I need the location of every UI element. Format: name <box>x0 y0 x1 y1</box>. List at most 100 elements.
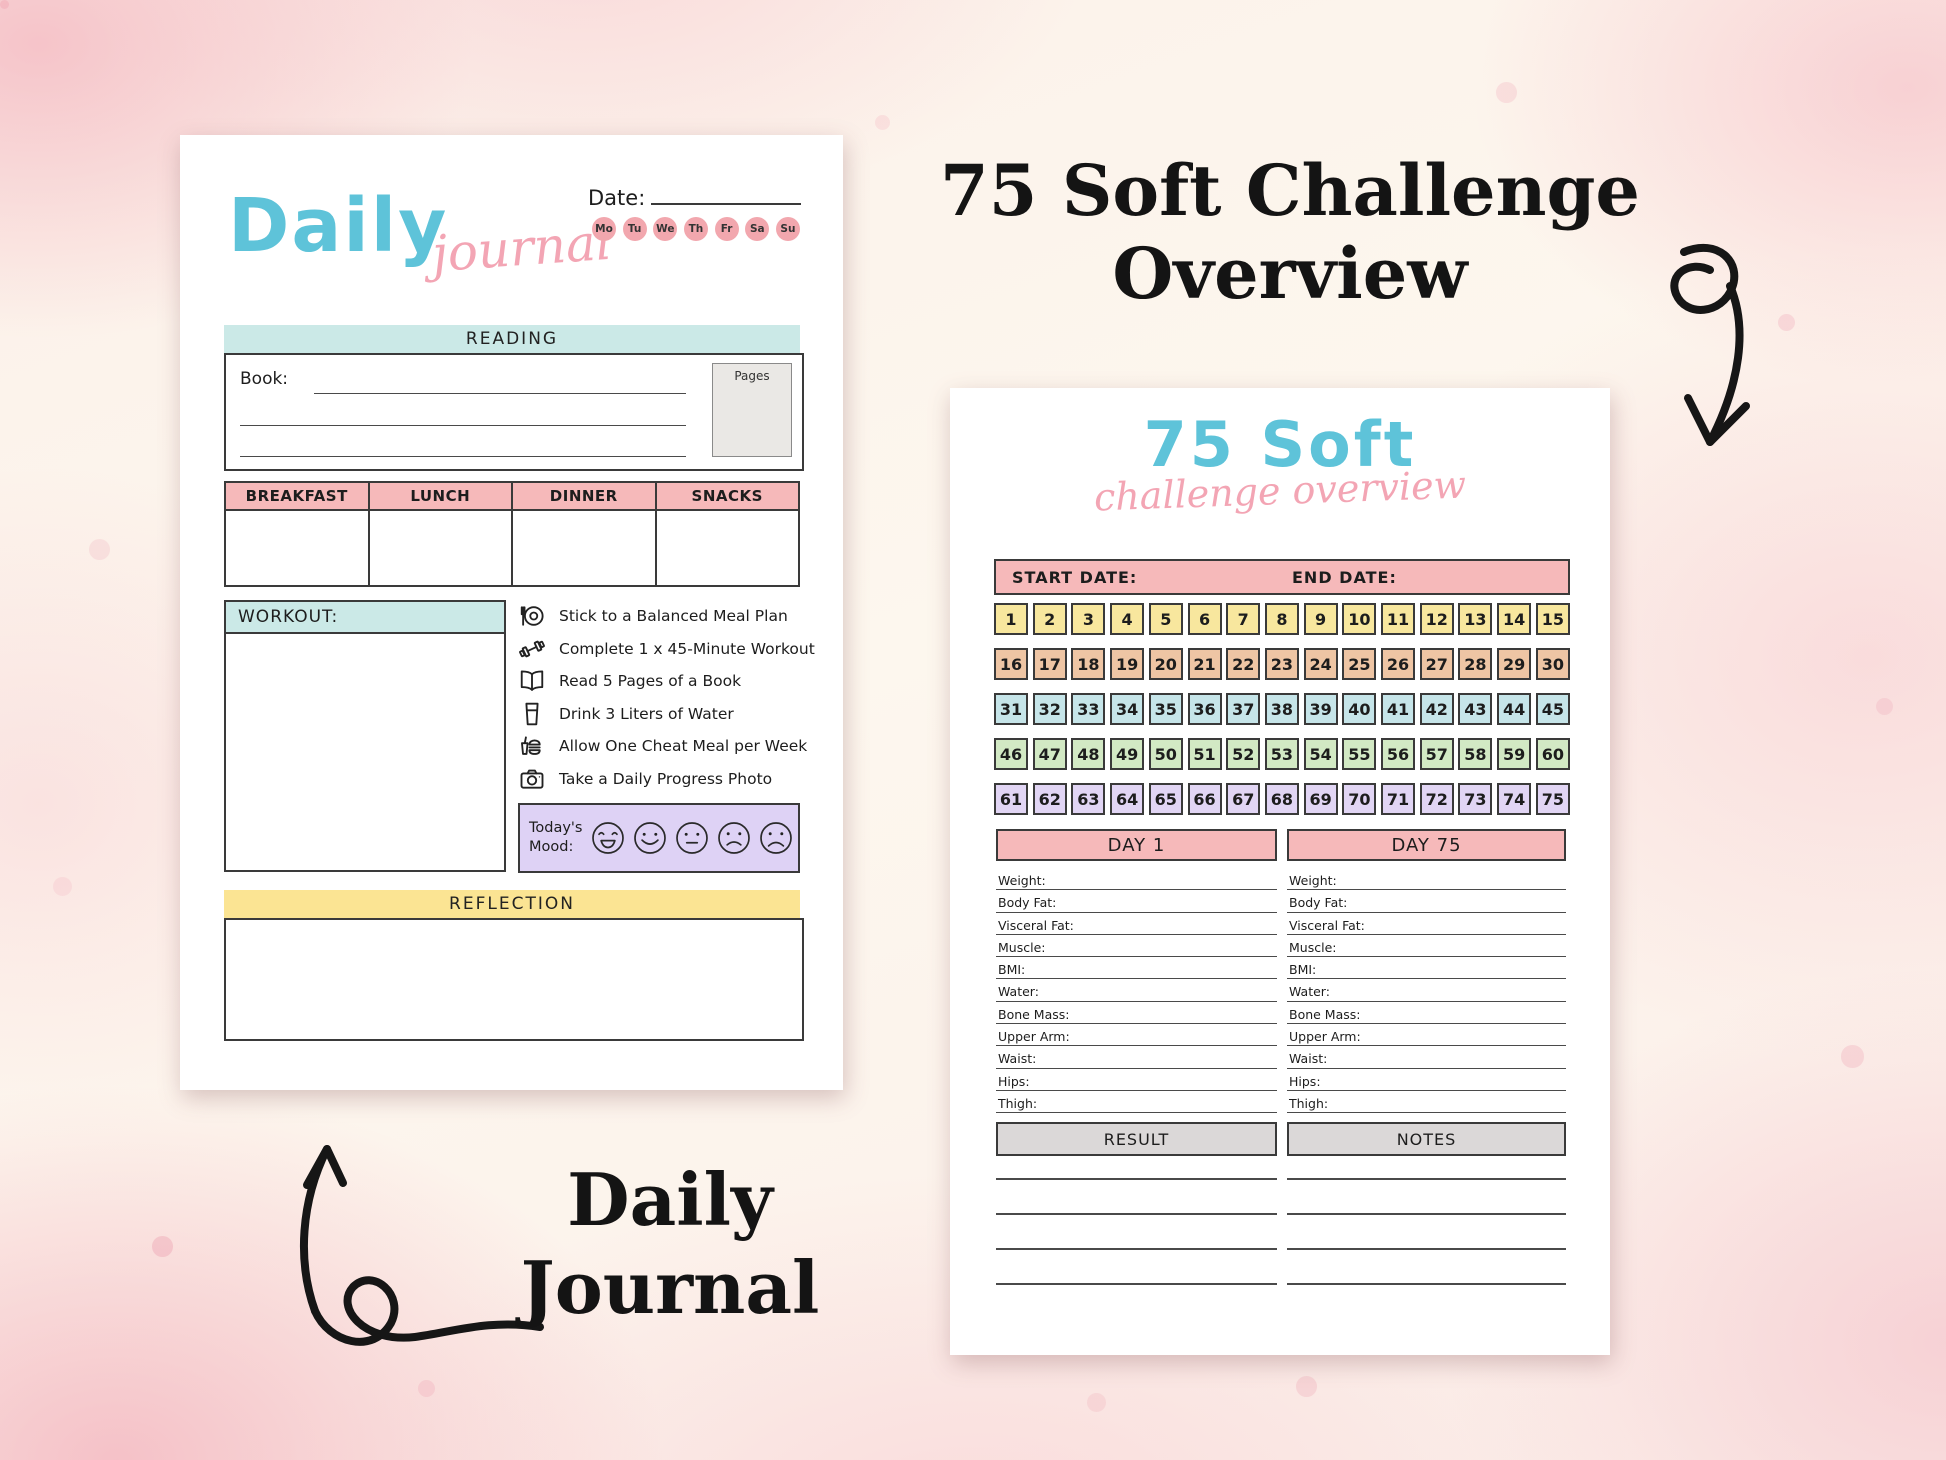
day-cell-55[interactable]: 55 <box>1342 738 1377 770</box>
day-cell-43[interactable]: 43 <box>1458 693 1493 725</box>
day-cell-1[interactable]: 1 <box>994 603 1028 635</box>
day-cell-45[interactable]: 45 <box>1535 693 1570 725</box>
notes-write-line[interactable] <box>1287 1145 1566 1180</box>
day-cell-74[interactable]: 74 <box>1497 783 1532 815</box>
day-cell-41[interactable]: 41 <box>1381 693 1416 725</box>
day75-field-hips[interactable]: Hips: <box>1287 1069 1566 1091</box>
day-cell-59[interactable]: 59 <box>1497 738 1532 770</box>
day1-field-visceralfat[interactable]: Visceral Fat: <box>996 913 1277 935</box>
meal-write-cell-dinner[interactable] <box>513 511 657 585</box>
day-cell-16[interactable]: 16 <box>994 648 1028 680</box>
day-cell-49[interactable]: 49 <box>1110 738 1145 770</box>
day-circle-tu[interactable]: Tu <box>622 217 647 241</box>
day-cell-46[interactable]: 46 <box>994 738 1028 770</box>
day-cell-21[interactable]: 21 <box>1187 648 1222 680</box>
day1-field-bmi[interactable]: BMI: <box>996 957 1277 980</box>
day-cell-22[interactable]: 22 <box>1226 648 1261 680</box>
day-cell-12[interactable]: 12 <box>1419 603 1454 635</box>
day1-field-hips[interactable]: Hips: <box>996 1069 1277 1091</box>
day-circle-th[interactable]: Th <box>683 217 708 241</box>
checklist-item[interactable]: Read 5 Pages of a Book <box>518 665 810 698</box>
day-cell-72[interactable]: 72 <box>1419 783 1454 815</box>
result-write-line[interactable] <box>996 1215 1277 1250</box>
day1-field-bodyfat[interactable]: Body Fat: <box>996 890 1277 913</box>
day-cell-58[interactable]: 58 <box>1458 738 1493 770</box>
day-cell-25[interactable]: 25 <box>1342 648 1377 680</box>
day75-field-muscle[interactable]: Muscle: <box>1287 935 1566 958</box>
day-cell-37[interactable]: 37 <box>1226 693 1261 725</box>
day-cell-65[interactable]: 65 <box>1148 783 1183 815</box>
day-cell-44[interactable]: 44 <box>1497 693 1532 725</box>
mood-face-smiling-icon[interactable] <box>631 819 669 857</box>
day75-field-visceralfat[interactable]: Visceral Fat: <box>1287 913 1566 935</box>
day-circle-sa[interactable]: Sa <box>745 217 770 241</box>
day1-field-water[interactable]: Water: <box>996 979 1277 1002</box>
mood-face-sad-icon[interactable] <box>715 819 753 857</box>
day1-field-thigh[interactable]: Thigh: <box>996 1091 1277 1114</box>
day-cell-30[interactable]: 30 <box>1535 648 1570 680</box>
day75-field-bmi[interactable]: BMI: <box>1287 957 1566 980</box>
day-cell-10[interactable]: 10 <box>1342 603 1377 635</box>
day-cell-75[interactable]: 75 <box>1535 783 1570 815</box>
day-cell-61[interactable]: 61 <box>994 783 1028 815</box>
day-cell-52[interactable]: 52 <box>1226 738 1261 770</box>
day-circle-we[interactable]: We <box>653 217 678 241</box>
day-cell-33[interactable]: 33 <box>1071 693 1106 725</box>
day-cell-42[interactable]: 42 <box>1419 693 1454 725</box>
day-cell-36[interactable]: 36 <box>1187 693 1222 725</box>
reading-write-line[interactable] <box>240 395 686 426</box>
checklist-item[interactable]: Stick to a Balanced Meal Plan <box>518 600 810 633</box>
day-cell-60[interactable]: 60 <box>1535 738 1570 770</box>
day-cell-15[interactable]: 15 <box>1535 603 1570 635</box>
meal-write-cell-breakfast[interactable] <box>226 511 370 585</box>
day-cell-62[interactable]: 62 <box>1032 783 1067 815</box>
day75-field-waist[interactable]: Waist: <box>1287 1046 1566 1069</box>
day1-field-muscle[interactable]: Muscle: <box>996 935 1277 958</box>
day-cell-38[interactable]: 38 <box>1264 693 1299 725</box>
day-cell-14[interactable]: 14 <box>1497 603 1532 635</box>
day-cell-5[interactable]: 5 <box>1148 603 1183 635</box>
day-cell-69[interactable]: 69 <box>1303 783 1338 815</box>
day75-field-bodyfat[interactable]: Body Fat: <box>1287 890 1566 913</box>
day75-field-thigh[interactable]: Thigh: <box>1287 1091 1566 1114</box>
day-cell-19[interactable]: 19 <box>1110 648 1145 680</box>
day-cell-64[interactable]: 64 <box>1110 783 1145 815</box>
day-cell-35[interactable]: 35 <box>1148 693 1183 725</box>
day-cell-31[interactable]: 31 <box>994 693 1028 725</box>
day-cell-8[interactable]: 8 <box>1264 603 1299 635</box>
day-cell-24[interactable]: 24 <box>1303 648 1338 680</box>
day-cell-7[interactable]: 7 <box>1226 603 1261 635</box>
day-cell-48[interactable]: 48 <box>1071 738 1106 770</box>
result-write-line[interactable] <box>996 1145 1277 1180</box>
day-cell-6[interactable]: 6 <box>1187 603 1222 635</box>
day75-field-upperarm[interactable]: Upper Arm: <box>1287 1024 1566 1047</box>
day-cell-56[interactable]: 56 <box>1381 738 1416 770</box>
day-cell-66[interactable]: 66 <box>1187 783 1222 815</box>
mood-face-neutral-icon[interactable] <box>673 819 711 857</box>
day-cell-40[interactable]: 40 <box>1342 693 1377 725</box>
day1-field-upperarm[interactable]: Upper Arm: <box>996 1024 1277 1047</box>
notes-write-line[interactable] <box>1287 1250 1566 1285</box>
day1-field-bonemass[interactable]: Bone Mass: <box>996 1002 1277 1025</box>
day-cell-17[interactable]: 17 <box>1032 648 1067 680</box>
day-cell-13[interactable]: 13 <box>1458 603 1493 635</box>
day-circle-su[interactable]: Su <box>775 217 800 241</box>
workout-write-area[interactable] <box>226 634 504 870</box>
day-cell-70[interactable]: 70 <box>1342 783 1377 815</box>
day-cell-67[interactable]: 67 <box>1226 783 1261 815</box>
day-cell-73[interactable]: 73 <box>1458 783 1493 815</box>
day-cell-63[interactable]: 63 <box>1071 783 1106 815</box>
checklist-item[interactable]: Drink 3 Liters of Water <box>518 698 810 731</box>
day-cell-47[interactable]: 47 <box>1032 738 1067 770</box>
day-cell-20[interactable]: 20 <box>1148 648 1183 680</box>
checklist-item[interactable]: Allow One Cheat Meal per Week <box>518 730 810 763</box>
result-write-line[interactable] <box>996 1180 1277 1215</box>
day-circle-mo[interactable]: Mo <box>592 217 616 241</box>
day-cell-39[interactable]: 39 <box>1303 693 1338 725</box>
day-cell-3[interactable]: 3 <box>1071 603 1106 635</box>
result-write-line[interactable] <box>996 1250 1277 1285</box>
pages-box[interactable]: Pages <box>712 363 792 457</box>
day-cell-28[interactable]: 28 <box>1458 648 1493 680</box>
meal-write-cell-lunch[interactable] <box>369 511 513 585</box>
start-end-date-bar[interactable]: START DATE: END DATE: <box>994 559 1570 595</box>
